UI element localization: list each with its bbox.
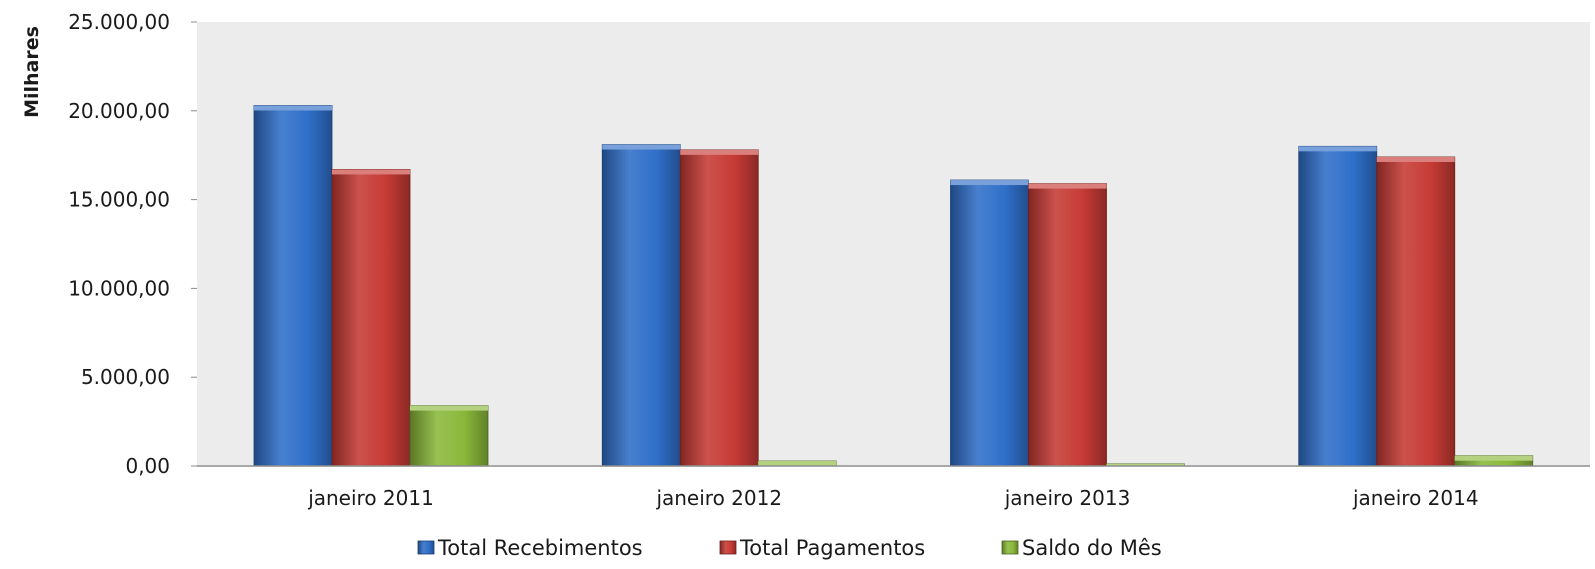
x-tick-label: janeiro 2014 [1352,486,1479,510]
bar-2-4 [1376,156,1456,467]
bar-1-4 [1298,145,1378,467]
bar-1-3 [950,179,1029,467]
legend-label-3: Saldo do Mês [1022,536,1162,560]
bar-cap-3-4 [1454,455,1533,461]
y-tick-label: 25.000,00 [68,10,170,34]
bar-2-2 [679,149,759,467]
legend-swatch-3 [1001,540,1019,555]
bar-cap-3-2 [758,461,837,466]
bar-cap-1-3 [950,180,1029,186]
y-tick-label: 5.000,00 [81,365,170,389]
y-tick-label: 0,00 [125,454,170,478]
bar-cap-2-2 [680,149,759,155]
bar-cap-1-1 [254,105,332,111]
bar-cap-1-2 [602,144,681,150]
x-tick-label: janeiro 2012 [655,486,782,510]
y-axis-title: Milhares [21,26,43,118]
bar-cap-3-1 [410,405,488,411]
bar-1-1 [253,105,333,467]
x-tick-label: janeiro 2011 [307,486,434,510]
y-tick-label: 10.000,00 [68,276,170,300]
bar-2-3 [1028,183,1107,467]
bar-cap-2-1 [332,169,410,175]
bar-cap-3-3 [1106,463,1185,466]
legend-label-1: Total Recebimentos [437,536,643,560]
y-tick-label: 15.000,00 [68,188,170,212]
bar-3-1 [409,405,489,467]
legend-swatch-2 [719,540,737,555]
bar-1-2 [601,144,681,467]
bar-cap-2-4 [1376,156,1455,162]
legend-swatch-1 [417,540,435,555]
y-tick-label: 20.000,00 [68,99,170,123]
bar-cap-1-4 [1298,146,1377,152]
bar-2-1 [331,169,411,467]
bar-cap-2-3 [1028,183,1107,189]
x-tick-label: janeiro 2013 [1004,486,1131,510]
legend-label-2: Total Pagamentos [739,536,925,560]
